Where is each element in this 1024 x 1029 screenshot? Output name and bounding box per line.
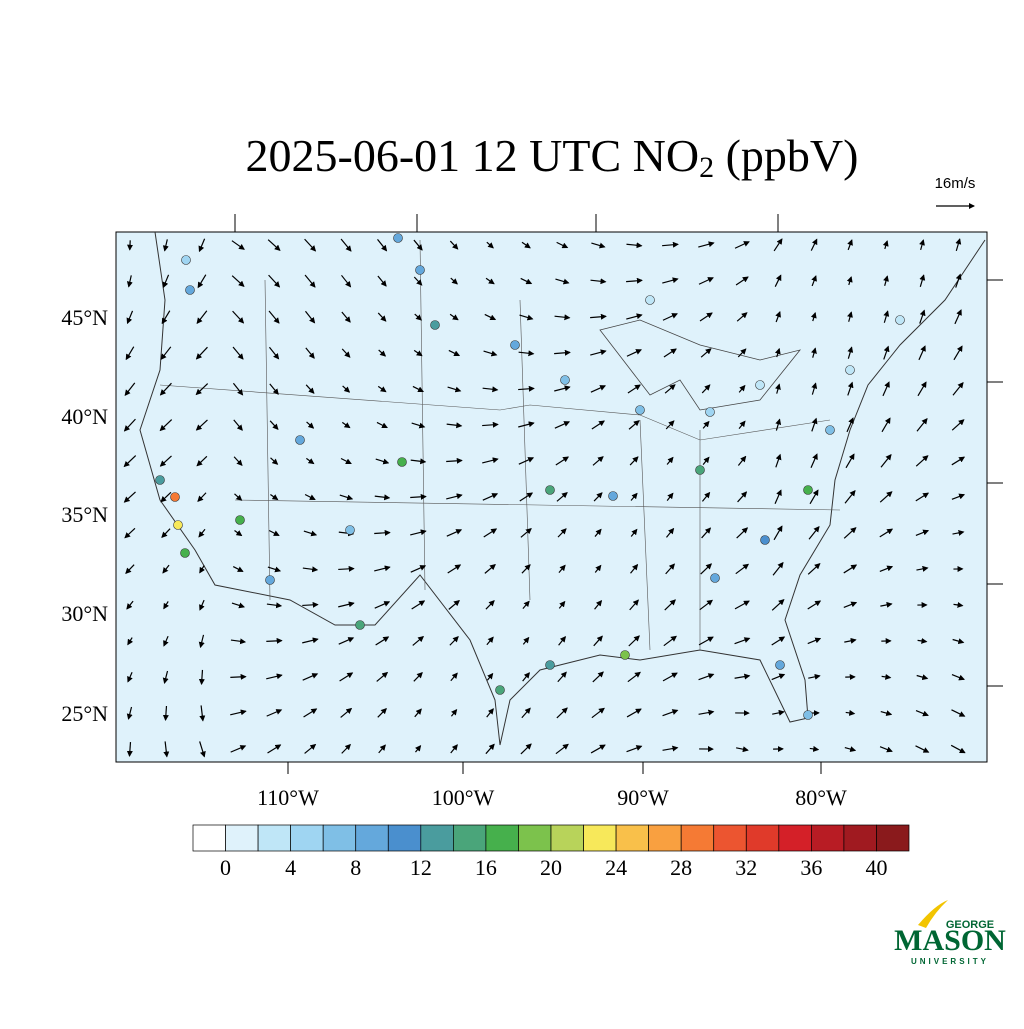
lon-label: 80°W	[795, 785, 847, 810]
colorbar-label: 12	[410, 855, 432, 880]
station	[171, 493, 180, 502]
colorbar-box	[649, 825, 682, 851]
colorbar: 0 4 8 12 16 20 24 28 32 36 40	[193, 825, 909, 880]
title: 2025-06-01 12 UTC NO2 (ppbV)	[246, 130, 859, 184]
station	[236, 516, 245, 525]
station	[826, 426, 835, 435]
colorbar-box	[323, 825, 356, 851]
station	[646, 296, 655, 305]
colorbar-box	[551, 825, 584, 851]
lat-label: 30°N	[61, 601, 108, 626]
colorbar-box	[714, 825, 747, 851]
station	[711, 574, 720, 583]
colorbar-label: 24	[605, 855, 627, 880]
colorbar-box	[291, 825, 324, 851]
colorbar-label: 40	[865, 855, 887, 880]
station	[546, 661, 555, 670]
colorbar-box	[779, 825, 812, 851]
lat-label: 40°N	[61, 404, 108, 429]
station	[296, 436, 305, 445]
colorbar-box	[584, 825, 617, 851]
station	[156, 476, 165, 485]
station	[182, 256, 191, 265]
logo-bottom: UNIVERSITY	[911, 957, 989, 966]
logo-main: MASON	[894, 924, 1006, 957]
wind-arrow	[302, 605, 317, 606]
colorbar-label: 28	[670, 855, 692, 880]
station	[356, 621, 365, 630]
station	[804, 486, 813, 495]
colorbar-box	[193, 825, 226, 851]
colorbar-box	[746, 825, 779, 851]
station	[394, 234, 403, 243]
lat-label: 25°N	[61, 701, 108, 726]
station	[636, 406, 645, 415]
colorbar-label: 4	[285, 855, 296, 880]
station	[561, 376, 570, 385]
lat-label: 45°N	[61, 305, 108, 330]
title-main: 2025-06-01 12 UTC NO	[246, 130, 700, 181]
colorbar-label: 16	[475, 855, 497, 880]
colorbar-label: 0	[220, 855, 231, 880]
lon-label: 110°W	[257, 785, 319, 810]
station	[496, 686, 505, 695]
colorbar-label: 8	[350, 855, 361, 880]
lon-label: 100°W	[432, 785, 495, 810]
colorbar-box	[681, 825, 714, 851]
station	[696, 466, 705, 475]
colorbar-box	[844, 825, 877, 851]
colorbar-label: 36	[800, 855, 822, 880]
station	[416, 266, 425, 275]
title-subscript: 2	[699, 151, 714, 184]
colorbar-box	[421, 825, 454, 851]
lon-label: 90°W	[617, 785, 669, 810]
station	[398, 458, 407, 467]
colorbar-label: 20	[540, 855, 562, 880]
map-frame	[116, 232, 987, 762]
colorbar-box	[486, 825, 519, 851]
station	[896, 316, 905, 325]
colorbar-box	[356, 825, 389, 851]
wind-reference-label: 16m/s	[935, 175, 976, 192]
station	[804, 711, 813, 720]
logo: GEORGE MASON UNIVERSITY	[894, 900, 1006, 966]
station	[546, 486, 555, 495]
wind-arrow	[230, 677, 245, 678]
station	[621, 651, 630, 660]
colorbar-box	[616, 825, 649, 851]
station	[266, 576, 275, 585]
colorbar-box	[453, 825, 486, 851]
colorbar-box	[811, 825, 844, 851]
title-unit: (ppbV)	[714, 130, 858, 181]
station	[846, 366, 855, 375]
station	[181, 549, 190, 558]
colorbar-box	[388, 825, 421, 851]
colorbar-box	[876, 825, 909, 851]
station	[609, 492, 618, 501]
station	[706, 408, 715, 417]
station	[756, 381, 765, 390]
station	[431, 321, 440, 330]
station	[346, 526, 355, 535]
colorbar-box	[226, 825, 259, 851]
station	[511, 341, 520, 350]
colorbar-box	[258, 825, 291, 851]
lat-label: 35°N	[61, 502, 108, 527]
wind-arrow	[266, 641, 281, 642]
station	[776, 661, 785, 670]
station	[761, 536, 770, 545]
colorbar-box	[518, 825, 551, 851]
station	[186, 286, 195, 295]
station	[174, 521, 183, 530]
colorbar-label: 32	[735, 855, 757, 880]
